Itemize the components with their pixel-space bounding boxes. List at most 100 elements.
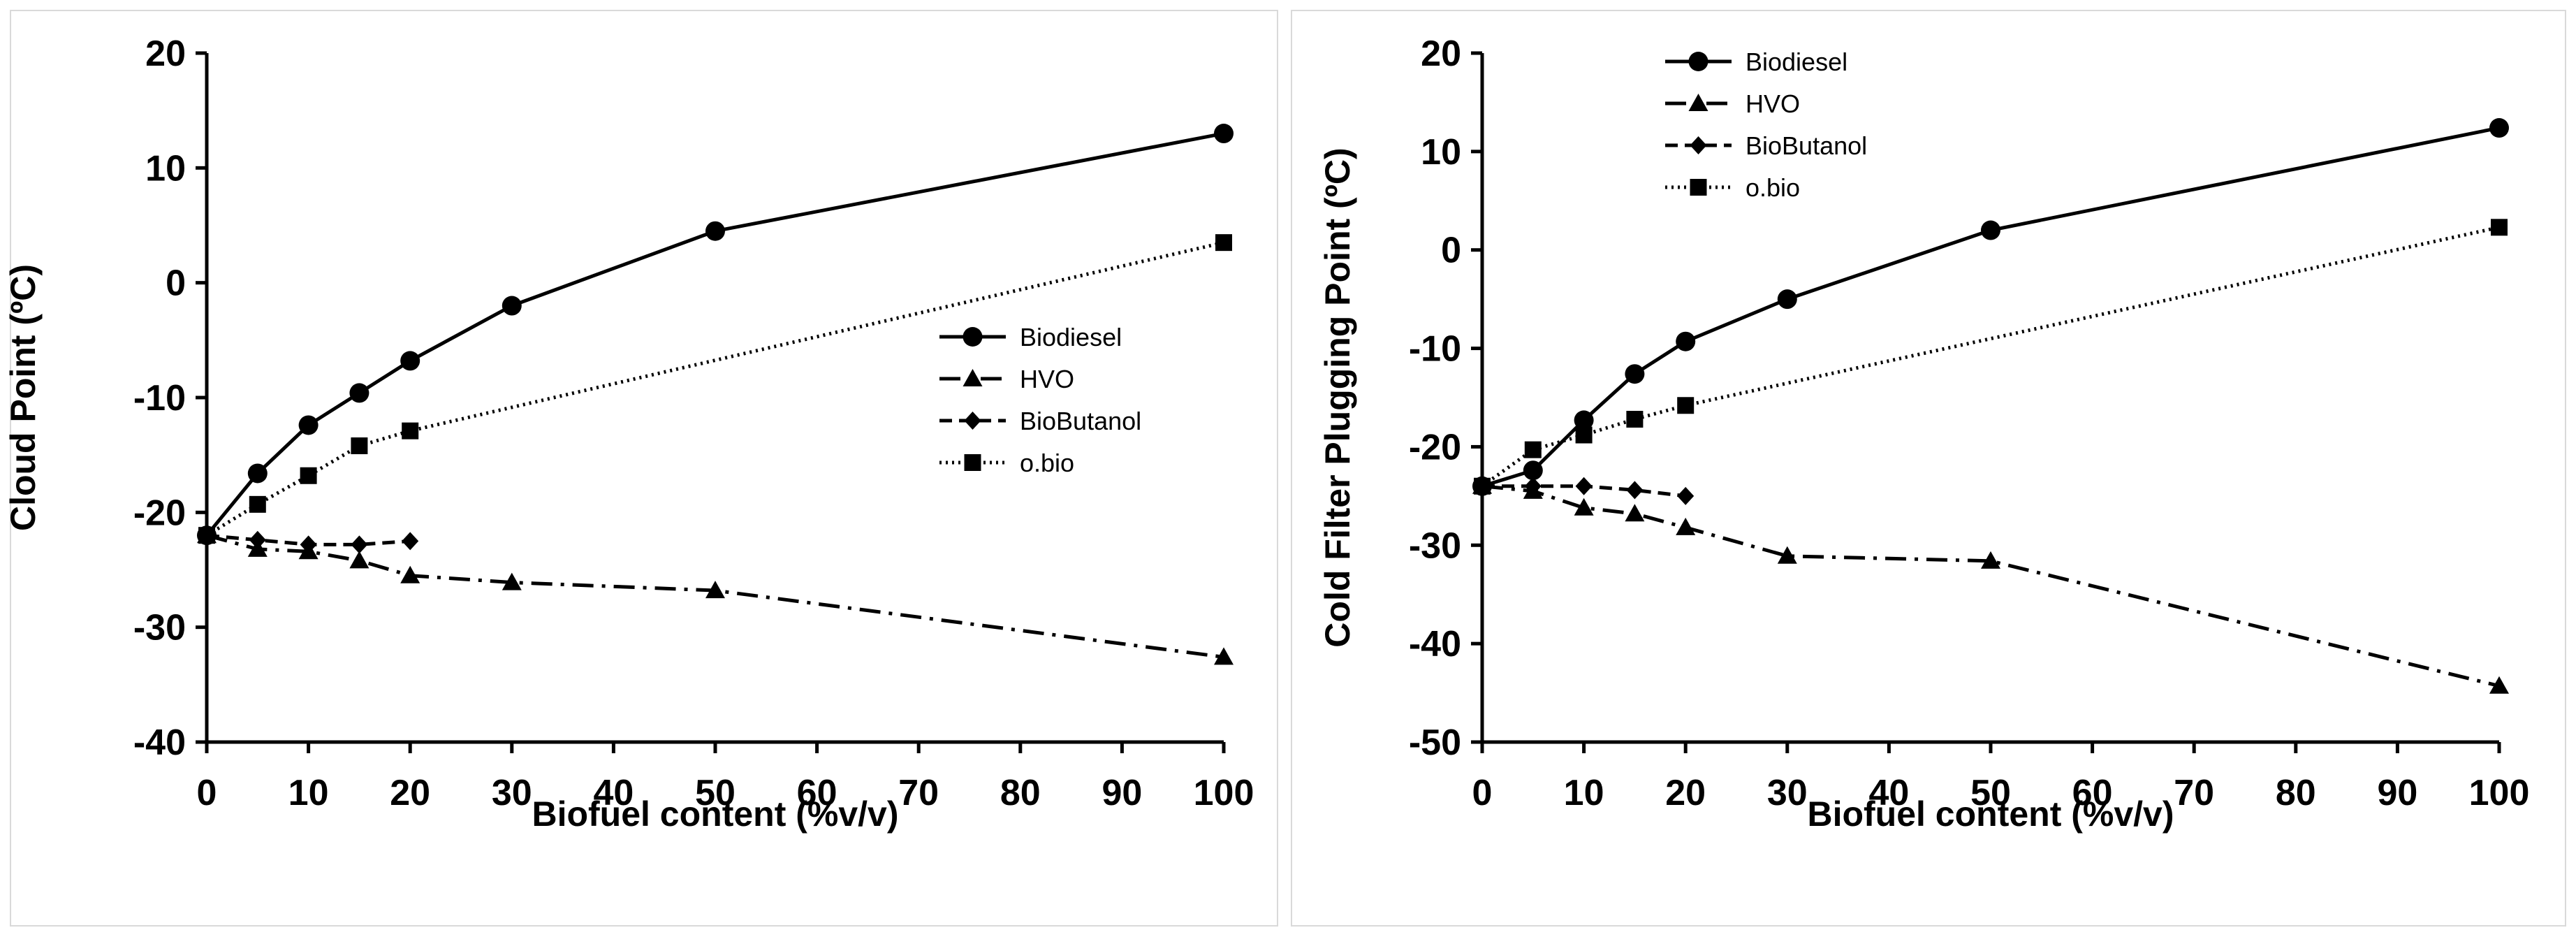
y-axis-title: Cloud Point (ºC) [3, 264, 43, 531]
x-axis-title: Biofuel content (%v/v) [532, 794, 898, 834]
legend-label-biobutanol: BioButanol [1020, 407, 1141, 435]
y-tick-label: -20 [1409, 427, 1461, 467]
cloud-point-chart: -40 -30 -20 -10 0 10 20 0 10 20 30 40 50 60 70 80 90 100 B… [3, 34, 1254, 834]
series-o-bio [198, 234, 1232, 544]
data-point-biodiesel [1981, 220, 2000, 240]
data-point-o-bio [300, 467, 317, 484]
data-point-hvo [1574, 497, 1594, 516]
legend-marker-biodiesel [1688, 52, 1708, 71]
x-tick-label: 90 [2377, 773, 2417, 813]
legend-label-biodiesel: Biodiesel [1020, 323, 1122, 351]
data-point-o-bio [1626, 410, 1644, 428]
y-tick-label: 10 [145, 148, 186, 189]
y-tick-label: 20 [1421, 34, 1461, 74]
data-point-hvo [705, 581, 725, 599]
data-point-hvo [349, 551, 369, 569]
data-point-o-bio [351, 437, 368, 455]
series-biodiesel [1472, 118, 2509, 496]
data-point-hvo [1981, 551, 2000, 569]
series-line-hvo [1481, 484, 2500, 688]
x-tick-label: 40 [1868, 773, 1909, 813]
x-tick-label: 20 [1665, 773, 1706, 813]
x-tick-label: 10 [1564, 773, 1604, 813]
data-point-biodiesel [247, 463, 268, 484]
x-tick-label: 100 [2469, 773, 2530, 813]
data-point-biobutanol [351, 535, 368, 554]
y-tick-label: -40 [1409, 624, 1461, 664]
y-tick-label: -10 [133, 378, 186, 419]
data-point-biodiesel [1523, 460, 1543, 481]
data-point-biobutanol [300, 535, 317, 554]
x-tick-label: 90 [1102, 773, 1142, 813]
legend-marker-biodiesel [963, 327, 983, 347]
data-point-biobutanol [1524, 477, 1542, 495]
series-biodiesel [197, 124, 1234, 546]
data-point-biodiesel [1676, 331, 1696, 351]
y-tick-label: -40 [133, 722, 186, 763]
x-tick-label: 100 [1194, 773, 1254, 813]
x-tick-label: 30 [492, 773, 532, 813]
cloud-point-chart-panel: -40 -30 -20 -10 0 10 20 0 10 20 30 40 50 60 70 80 90 100 B… [3, 10, 1278, 927]
y-tick-label: 0 [166, 263, 186, 304]
legend-marker-biobutanol [964, 412, 981, 430]
data-point-o-bio [1524, 441, 1542, 458]
x-tick-label: 60 [2072, 773, 2113, 813]
x-tick-label: 80 [1000, 773, 1041, 813]
series-line-biodiesel [205, 131, 1224, 537]
data-point-hvo [1214, 647, 1234, 665]
chart-frame [1291, 10, 2566, 927]
data-point-o-bio [249, 495, 266, 513]
cfpp-chart: -50 -40 -30 -20 -10 0 10 20 0 10 20 30 40 50 60 70 80 90 1… [1318, 34, 2530, 834]
x-tick-label: 30 [1767, 773, 1808, 813]
x-tick-label: 0 [197, 773, 217, 813]
series-hvo [1472, 476, 2509, 694]
series-biobutanol [198, 526, 419, 554]
data-point-biodiesel [400, 351, 420, 371]
data-point-biodiesel [1214, 124, 1234, 144]
y-tick-label: -30 [133, 608, 186, 648]
data-point-hvo [1676, 517, 1696, 535]
data-point-hvo [2489, 676, 2509, 694]
y-tick-label: -20 [133, 493, 186, 533]
x-tick-label: 50 [695, 773, 736, 813]
x-tick-label: 80 [2276, 773, 2316, 813]
legend-label-hvo: HVO [1746, 89, 1800, 118]
series-line-hvo [206, 533, 1224, 659]
series-hvo [197, 525, 1234, 665]
data-point-biodiesel [298, 415, 319, 435]
x-tick-label: 60 [797, 773, 837, 813]
legend-marker-hvo [1688, 94, 1708, 111]
data-point-biodiesel [2489, 118, 2509, 138]
legend: Biodiesel HVO BioButanol o.bio [1665, 48, 1867, 202]
series-o-bio [1474, 219, 2508, 495]
data-point-biodiesel [1777, 289, 1797, 310]
data-point-biobutanol [1626, 481, 1644, 500]
data-point-biodiesel [1574, 410, 1594, 430]
data-point-hvo [502, 572, 522, 590]
legend-label-biobutanol: BioButanol [1746, 131, 1867, 160]
data-point-biodiesel [502, 296, 522, 316]
data-point-o-bio [1215, 234, 1232, 252]
legend-label-o-bio: o.bio [1746, 173, 1800, 202]
y-tick-label: 0 [1441, 231, 1461, 271]
data-point-hvo [1777, 546, 1797, 564]
x-tick-label: 20 [390, 773, 430, 813]
data-point-biobutanol [249, 530, 266, 549]
data-point-o-bio [1575, 426, 1593, 444]
legend-marker-o-bio [964, 454, 981, 471]
series-line-o-bio [1481, 225, 2500, 488]
data-point-o-bio [2491, 219, 2508, 236]
data-point-biodiesel [1625, 364, 1645, 384]
y-axis-title: Cold Filter Plugging Point (ºC) [1318, 147, 1357, 647]
series-line-biodiesel [1481, 126, 2500, 488]
legend-label-hvo: HVO [1020, 365, 1074, 393]
legend-marker-o-bio [1690, 179, 1707, 196]
data-point-hvo [1625, 504, 1645, 522]
legend-marker-biobutanol [1690, 136, 1707, 154]
data-point-biobutanol [402, 532, 419, 551]
y-tick-label: 10 [1421, 132, 1461, 173]
data-point-biobutanol [1677, 486, 1695, 505]
data-point-biodiesel [349, 383, 369, 403]
legend-label-o-bio: o.bio [1020, 449, 1074, 477]
y-tick-label: -50 [1409, 722, 1461, 763]
